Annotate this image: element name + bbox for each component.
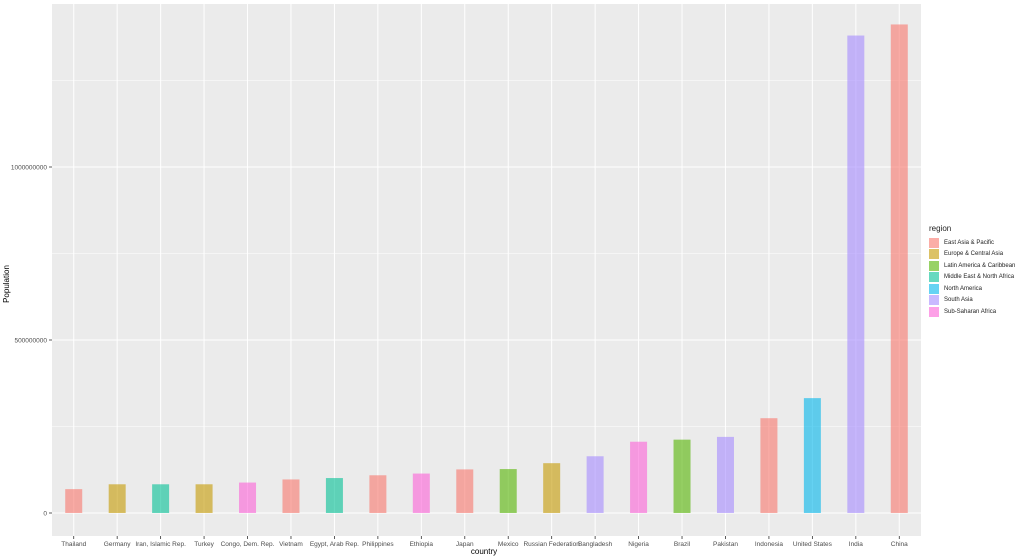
legend-swatch [929, 237, 939, 248]
bar-iran-islamic-rep [152, 484, 170, 513]
legend-label: South Asia [944, 297, 973, 304]
bar-egypt-arab-rep [325, 478, 343, 513]
legend-swatch [929, 249, 939, 260]
x-tick-label: Indonesia [755, 541, 784, 548]
y-axis: 0 500000000 1000000000 [11, 165, 52, 518]
legend-label: East Asia & Pacific [944, 239, 995, 246]
bar-congo-dem-rep [239, 482, 257, 513]
x-tick-label: Bangladesh [578, 541, 613, 548]
bar-china [890, 24, 908, 514]
legend-label: Sub-Saharan Africa [944, 308, 997, 315]
bar-bangladesh [586, 456, 604, 513]
legend-items: East Asia & Pacific Europe & Central Asia… [929, 237, 1015, 318]
y-tick-label: 0 [43, 511, 47, 518]
legend-swatch [929, 283, 939, 294]
legend-item: Latin America & Caribbean [929, 260, 1015, 272]
x-tick-label: Philippines [362, 541, 394, 548]
bar-vietnam [282, 479, 300, 513]
bar-brazil [673, 439, 691, 513]
x-tick-label: Iran, Islamic Rep. [135, 541, 186, 548]
legend-label: Europe & Central Asia [944, 251, 1004, 258]
x-tick-label: United States [793, 541, 833, 548]
bar-mexico [499, 469, 517, 513]
x-tick-label: Brazil [674, 541, 691, 548]
x-tick-label: Thailand [61, 541, 86, 548]
legend-label: North America [944, 285, 983, 292]
x-tick-label: Russian Federation [523, 541, 580, 548]
bar-india [847, 35, 865, 514]
bars [65, 24, 908, 514]
bar-pakistan [716, 436, 734, 513]
x-tick-label: Ethiopia [410, 541, 434, 548]
legend-item: East Asia & Pacific [929, 237, 1015, 249]
bar-philippines [369, 475, 387, 513]
bar-russian-federation [543, 463, 561, 513]
legend-item: Sub-Saharan Africa [929, 306, 1015, 318]
x-tick-label: Turkey [194, 541, 214, 548]
legend-swatch [929, 260, 939, 271]
legend-label: Middle East & North Africa [944, 274, 1015, 281]
legend-item: North America [929, 283, 1015, 295]
x-axis: Thailand Germany Iran, Islamic Rep. Turkey C… [61, 536, 908, 548]
x-tick-label: India [849, 541, 863, 548]
bar-thailand [65, 489, 83, 513]
legend-title: region [929, 224, 952, 233]
bar-indonesia [760, 418, 778, 513]
y-tick-label: 1000000000 [11, 165, 48, 172]
x-tick-label: Egypt, Arab Rep. [310, 541, 359, 548]
bar-ethiopia [412, 473, 430, 513]
bar-turkey [195, 484, 213, 513]
x-tick-label: Nigeria [628, 541, 649, 548]
x-tick-label: China [891, 541, 908, 548]
bar-nigeria [630, 441, 648, 513]
x-tick-label: Pakistan [713, 541, 738, 548]
x-tick-label: Congo, Dem. Rep. [221, 541, 275, 548]
legend-item: Europe & Central Asia [929, 249, 1015, 261]
bar-germany [108, 484, 126, 513]
bar-united-states [803, 398, 821, 513]
x-axis-label: country [471, 547, 497, 556]
x-tick-label: Mexico [498, 541, 519, 548]
legend-item: Middle East & North Africa [929, 272, 1015, 284]
plot-panel [52, 4, 921, 536]
legend-item: South Asia [929, 295, 1015, 307]
x-tick-label: Japan [456, 541, 474, 548]
legend-swatch [929, 295, 939, 306]
legend-swatch [929, 272, 939, 283]
legend-swatch [929, 306, 939, 317]
y-axis-label: Population [2, 265, 11, 303]
legend: region East Asia & Pacific Europe & Centr… [929, 224, 1015, 318]
x-tick-label: Vietnam [279, 541, 303, 548]
bar-japan [456, 469, 474, 513]
y-tick-label: 500000000 [14, 338, 47, 345]
legend-label: Latin America & Caribbean [944, 262, 1016, 269]
x-tick-label: Germany [104, 541, 131, 548]
